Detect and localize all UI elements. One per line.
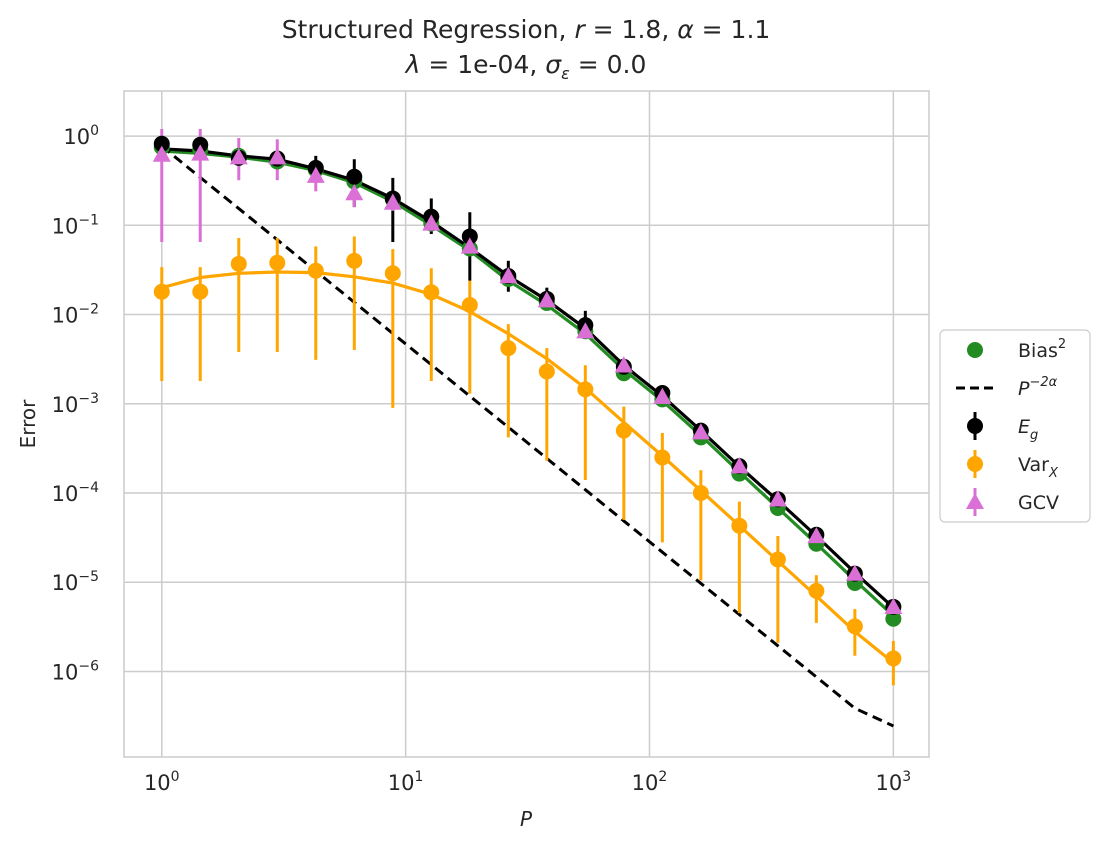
y-tick-label: 10−4 (52, 480, 99, 506)
gcv-point (229, 148, 248, 165)
eg-curve (161, 147, 895, 609)
y-tick-label: 10−5 (52, 569, 99, 595)
x-tick-label: 101 (388, 769, 424, 795)
bias-point (885, 610, 902, 627)
legend-key-var (967, 456, 983, 472)
var-x-point (731, 517, 748, 534)
legend-key-bias (967, 342, 983, 358)
var-x-point (192, 283, 209, 300)
x-tick-label: 103 (876, 769, 912, 795)
gcv-point (537, 291, 556, 308)
var-x-point (538, 363, 555, 380)
legend-frame (939, 329, 1091, 523)
var-x-point (846, 618, 863, 635)
legend-key-gcv (966, 493, 984, 509)
var-x-point (269, 254, 286, 271)
gcv-point (422, 214, 441, 231)
gcv-point (807, 526, 826, 544)
gcv-point (306, 166, 325, 183)
var-x-point (654, 449, 671, 466)
var-x-curve (161, 270, 895, 665)
var-x-point (384, 265, 401, 282)
gcv-point (152, 145, 171, 162)
var-x-point (500, 340, 517, 357)
y-tick-label: 10−3 (52, 391, 99, 417)
gcv-point (614, 356, 633, 373)
eg-point (346, 168, 363, 185)
var-x-point (461, 296, 478, 313)
y-tick-label: 10−1 (52, 212, 99, 238)
var-x-point (153, 283, 170, 300)
bias-curve (161, 149, 895, 617)
y-tick-label: 10−6 (52, 658, 99, 684)
var-x-point (615, 422, 632, 439)
gcv-point (884, 597, 903, 615)
eg-point (461, 228, 478, 245)
gcv-point (345, 184, 364, 201)
gcv-point (576, 322, 595, 339)
grid (124, 91, 929, 757)
var-x-point (577, 381, 594, 398)
x-axis-label: P (520, 807, 533, 831)
gcv-point (653, 387, 672, 404)
y-tick-label: 100 (63, 123, 99, 149)
chart-title-line2: λ = 1e-04, σε = 0.0 (404, 50, 647, 83)
gcv-point (383, 193, 402, 210)
series-errorbars (160, 129, 895, 686)
var-x-point (230, 255, 247, 272)
plot-frame (123, 90, 930, 758)
x-tick-labels: 100 101 102 103 (144, 769, 911, 795)
series-markers (152, 135, 903, 667)
legend-label-eg: Eg (1018, 416, 1038, 443)
chart-title-line1: Structured Regression, r = 1.8, α = 1.1 (282, 15, 771, 44)
gcv-point (268, 148, 287, 165)
gcv-point (691, 423, 710, 440)
gcv-point (768, 490, 787, 507)
eg-point (153, 135, 170, 152)
x-tick-label: 102 (632, 769, 668, 795)
gcv-point (845, 564, 864, 581)
var-x-point (885, 650, 902, 667)
gcv-point (499, 267, 518, 284)
var-x-point (307, 262, 324, 279)
gcv-point (191, 144, 210, 161)
legend-label-gcv: GCV (1018, 492, 1059, 514)
ref-curve (160, 145, 895, 728)
y-tick-labels: 10−6 10−5 10−4 10−3 10−2 10−1 100 (52, 123, 99, 684)
legend-label-var: VarX (1018, 454, 1059, 481)
var-x-point (346, 252, 363, 269)
legend-label-ref: P−2α (1018, 375, 1058, 400)
x-tick-label: 100 (144, 769, 180, 795)
y-axis-label: Error (16, 399, 40, 449)
legend-label-bias: Bias2 (1018, 337, 1066, 362)
gcv-point (460, 237, 479, 254)
var-x-point (423, 284, 440, 301)
var-x-point (808, 582, 825, 599)
var-x-point (769, 551, 786, 568)
legend-key-eg (967, 418, 983, 434)
series-lines (160, 145, 895, 728)
y-tick-label: 10−2 (52, 302, 99, 328)
legend: Bias2 P−2α Eg VarX GCV (939, 329, 1091, 523)
var-x-point (692, 484, 709, 501)
gcv-point (730, 457, 749, 474)
